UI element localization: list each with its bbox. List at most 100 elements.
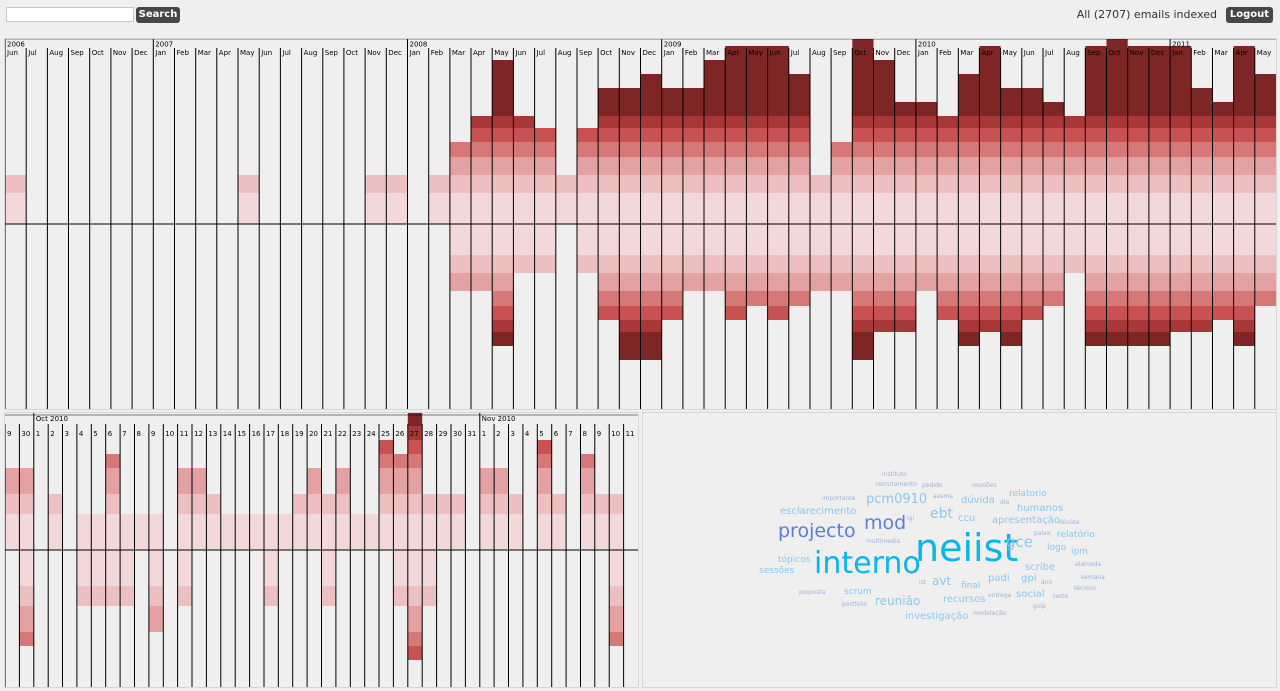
stack-segment-down[interactable] xyxy=(619,255,641,273)
stack-segment-up[interactable] xyxy=(704,60,726,74)
stack-segment-up[interactable] xyxy=(1064,116,1086,128)
stack-segment-up[interactable] xyxy=(513,142,535,157)
stack-segment-up[interactable] xyxy=(979,46,1001,60)
stack-segment-up[interactable] xyxy=(894,175,916,193)
stack-segment-up[interactable] xyxy=(852,102,874,116)
stack-segment-down[interactable] xyxy=(1233,306,1255,320)
stack-segment-down[interactable] xyxy=(422,586,437,606)
word-cloud-term[interactable]: gvip xyxy=(1033,603,1046,610)
stack-segment-up[interactable] xyxy=(407,468,423,494)
stack-segment-down[interactable] xyxy=(873,273,895,291)
stack-segment-up[interactable] xyxy=(1148,175,1171,193)
stack-segment-down[interactable] xyxy=(1212,224,1234,255)
stack-segment-down[interactable] xyxy=(937,273,959,291)
stack-segment-down[interactable] xyxy=(640,273,662,291)
stack-segment-up[interactable] xyxy=(1170,142,1192,157)
stack-segment-down[interactable] xyxy=(682,273,705,291)
stack-segment-down[interactable] xyxy=(1106,306,1128,320)
stack-segment-up[interactable] xyxy=(422,514,437,550)
stack-segment-up[interactable] xyxy=(105,468,121,494)
stack-segment-up[interactable] xyxy=(1212,193,1234,224)
stack-segment-up[interactable] xyxy=(537,494,552,514)
stack-segment-up[interactable] xyxy=(915,175,938,193)
stack-segment-down[interactable] xyxy=(915,224,938,255)
stack-segment-up[interactable] xyxy=(979,88,1001,102)
stack-segment-up[interactable] xyxy=(852,46,874,60)
stack-segment-up[interactable] xyxy=(894,142,916,157)
stack-segment-down[interactable] xyxy=(958,255,980,273)
word-cloud-term[interactable]: técnico xyxy=(1074,585,1096,592)
month-column-label[interactable]: Nov xyxy=(367,49,381,57)
day-column-label[interactable]: 18 xyxy=(280,430,289,438)
stack-segment-down[interactable] xyxy=(1085,332,1107,346)
month-column-label[interactable]: May xyxy=(240,49,254,57)
stack-segment-down[interactable] xyxy=(492,255,514,273)
stack-segment-up[interactable] xyxy=(436,514,451,550)
stack-segment-down[interactable] xyxy=(393,550,408,586)
stack-segment-up[interactable] xyxy=(537,454,552,468)
stack-segment-up[interactable] xyxy=(1254,157,1276,175)
stack-segment-down[interactable] xyxy=(513,224,535,255)
stack-segment-up[interactable] xyxy=(767,128,789,142)
word-cloud-term[interactable]: logo xyxy=(1047,543,1067,553)
stack-segment-down[interactable] xyxy=(471,273,493,291)
stack-segment-down[interactable] xyxy=(577,224,599,255)
stack-segment-up[interactable] xyxy=(1021,142,1043,157)
stack-segment-up[interactable] xyxy=(979,60,1001,74)
day-column-label[interactable]: 8 xyxy=(137,430,141,438)
stack-segment-up[interactable] xyxy=(767,175,789,193)
stack-segment-up[interactable] xyxy=(915,102,938,116)
day-column-label[interactable]: 30 xyxy=(453,430,462,438)
stack-segment-up[interactable] xyxy=(577,193,599,224)
stack-segment-down[interactable] xyxy=(661,224,683,255)
stack-segment-down[interactable] xyxy=(407,606,423,632)
stack-segment-down[interactable] xyxy=(894,320,916,332)
month-column-label[interactable]: Feb xyxy=(1193,49,1206,57)
stack-segment-up[interactable] xyxy=(1148,74,1171,88)
stack-segment-down[interactable] xyxy=(958,306,980,320)
stack-segment-up[interactable] xyxy=(407,454,423,468)
stack-segment-up[interactable] xyxy=(1021,102,1043,116)
stack-segment-down[interactable] xyxy=(746,224,768,255)
stack-segment-down[interactable] xyxy=(1106,332,1128,346)
stack-segment-up[interactable] xyxy=(577,175,599,193)
stack-segment-down[interactable] xyxy=(852,291,874,306)
stack-segment-up[interactable] xyxy=(767,46,789,60)
stack-segment-up[interactable] xyxy=(894,193,916,224)
stack-segment-down[interactable] xyxy=(661,306,683,320)
stack-segment-up[interactable] xyxy=(788,102,810,116)
stack-segment-up[interactable] xyxy=(852,32,874,46)
stack-segment-down[interactable] xyxy=(619,346,641,360)
month-column-label[interactable]: Sep xyxy=(579,49,593,57)
day-column-label[interactable]: 1 xyxy=(482,430,486,438)
stack-segment-down[interactable] xyxy=(76,550,92,586)
stack-segment-up[interactable] xyxy=(1000,142,1022,157)
stack-segment-up[interactable] xyxy=(661,157,683,175)
stack-segment-up[interactable] xyxy=(979,102,1001,116)
stack-segment-down[interactable] xyxy=(105,550,121,586)
stack-segment-up[interactable] xyxy=(1212,157,1234,175)
stack-segment-down[interactable] xyxy=(1127,273,1149,291)
stack-segment-down[interactable] xyxy=(1254,273,1276,291)
stack-segment-up[interactable] xyxy=(492,102,514,116)
day-column-label[interactable]: 9 xyxy=(597,430,601,438)
stack-segment-down[interactable] xyxy=(264,586,279,606)
stack-segment-down[interactable] xyxy=(810,255,832,273)
month-column-label[interactable]: Apr xyxy=(473,49,485,57)
month-column-label[interactable]: Jun xyxy=(1023,49,1035,57)
stack-segment-up[interactable] xyxy=(767,102,789,116)
stack-segment-up[interactable] xyxy=(105,494,121,514)
stack-segment-down[interactable] xyxy=(1148,320,1171,332)
stack-segment-down[interactable] xyxy=(321,550,336,586)
stack-segment-down[interactable] xyxy=(979,224,1001,255)
stack-segment-up[interactable] xyxy=(704,102,726,116)
stack-segment-down[interactable] xyxy=(1127,255,1149,273)
stack-segment-up[interactable] xyxy=(640,157,662,175)
stack-segment-up[interactable] xyxy=(1170,88,1192,102)
stack-segment-down[interactable] xyxy=(1212,306,1234,320)
stack-segment-up[interactable] xyxy=(1085,157,1107,175)
stack-segment-up[interactable] xyxy=(1170,46,1192,60)
month-column-label[interactable]: Nov xyxy=(621,49,635,57)
day-column-label[interactable]: 2 xyxy=(496,430,500,438)
stack-segment-down[interactable] xyxy=(1191,255,1213,273)
